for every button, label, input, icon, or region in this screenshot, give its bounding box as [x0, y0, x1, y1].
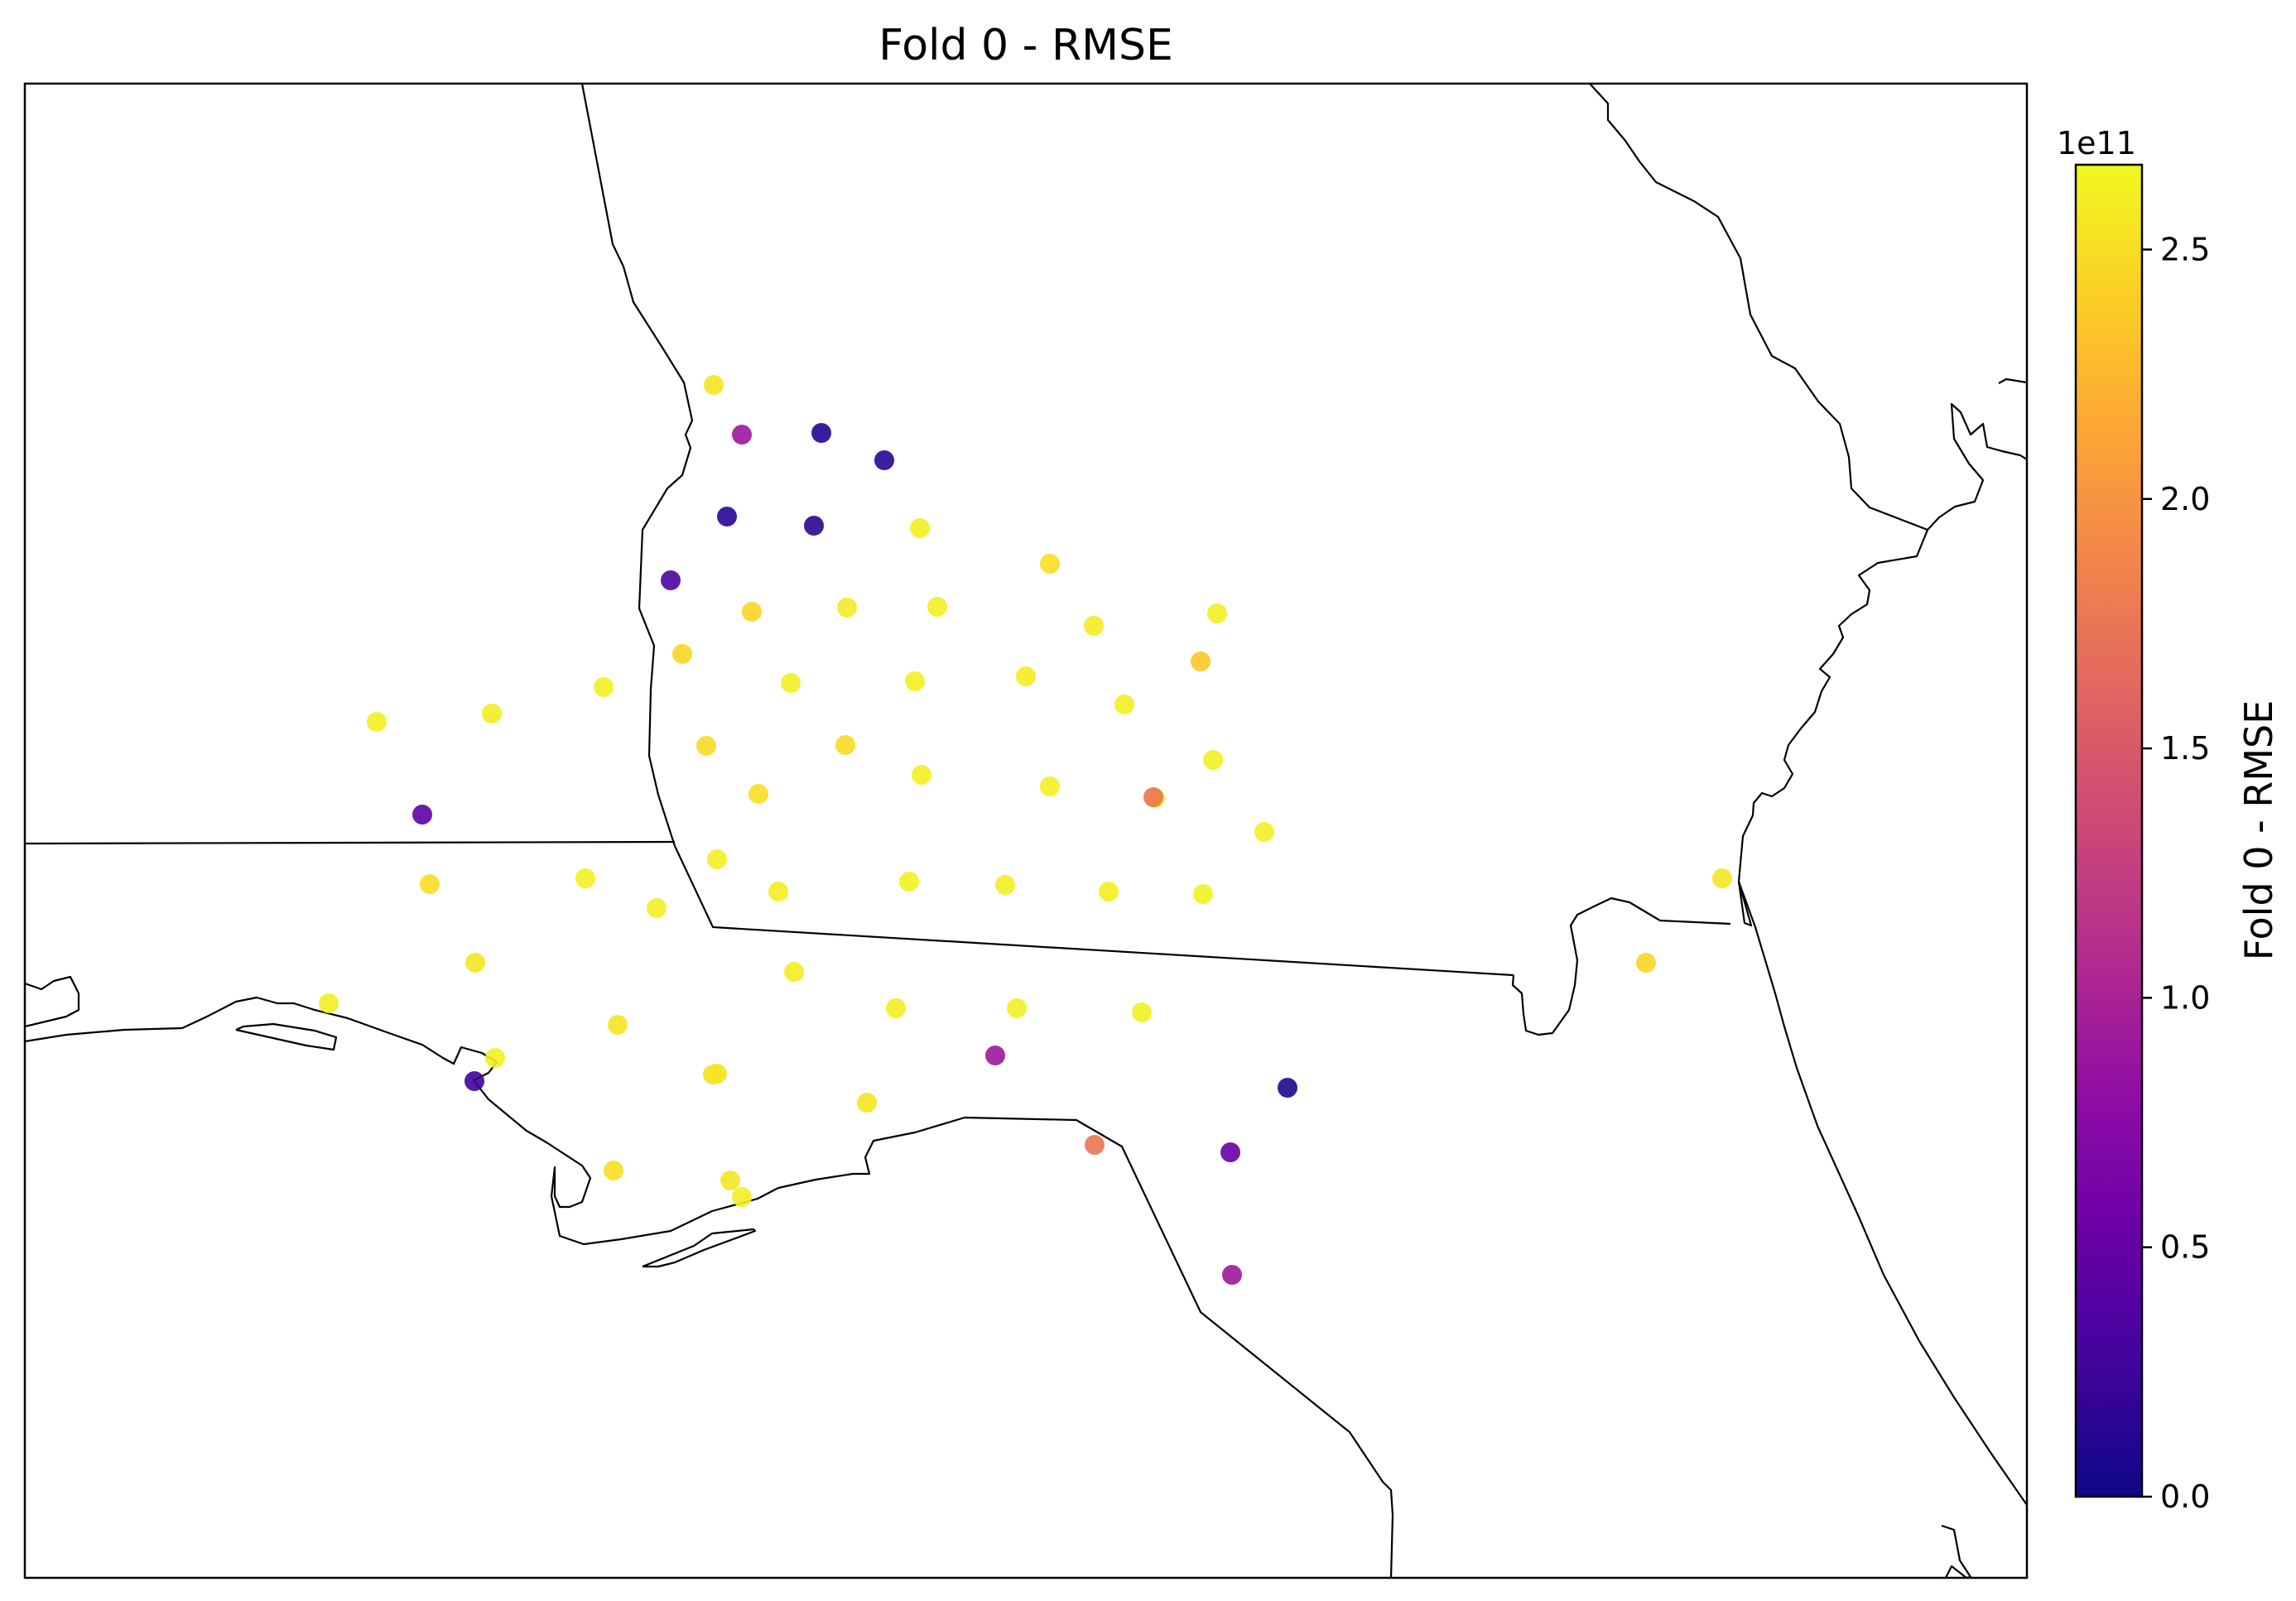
- gulf-coastline: [1511, 897, 1731, 1036]
- station-marker: [717, 507, 737, 526]
- colorbar-tick-label: 1.5: [2160, 730, 2210, 767]
- station-marker: [412, 805, 432, 825]
- station-markers: [319, 375, 1732, 1285]
- station-marker: [899, 872, 919, 892]
- station-marker: [804, 516, 824, 536]
- station-marker: [482, 704, 502, 724]
- station-marker: [1222, 1265, 1242, 1285]
- gulf-coastline: [25, 996, 1394, 1578]
- station-marker: [995, 875, 1015, 895]
- station-marker: [874, 450, 894, 470]
- station-marker: [732, 1187, 752, 1207]
- station-marker: [704, 375, 724, 395]
- station-marker: [857, 1093, 877, 1113]
- colorbar-gradient: [2074, 163, 2144, 1498]
- station-marker: [707, 849, 727, 869]
- colorbar-ticks: 0.0 0.5 1.0 1.5 2.0 2.5: [2142, 231, 2210, 1515]
- gulf-coastline: [642, 1228, 757, 1268]
- station-marker: [1085, 1135, 1105, 1155]
- station-marker: [465, 953, 485, 973]
- station-marker: [319, 993, 339, 1013]
- station-marker: [604, 1161, 623, 1180]
- station-marker: [647, 898, 667, 918]
- station-marker: [985, 1046, 1005, 1065]
- station-marker: [1084, 616, 1104, 636]
- station-marker: [1016, 666, 1036, 686]
- station-marker: [1040, 554, 1060, 574]
- station-marker: [912, 765, 931, 785]
- station-marker: [910, 518, 930, 538]
- station-marker: [748, 784, 768, 804]
- map-frame: [23, 82, 2029, 1579]
- atlantic-coastline: [1589, 84, 2027, 531]
- station-marker: [1220, 1142, 1240, 1162]
- station-marker: [1207, 603, 1227, 623]
- station-marker: [1712, 868, 1732, 888]
- colorbar-tick-label: 2.0: [2160, 481, 2210, 517]
- station-marker: [661, 570, 681, 590]
- station-marker: [1099, 882, 1119, 901]
- station-marker: [1636, 953, 1656, 973]
- station-marker: [1040, 776, 1060, 796]
- station-marker: [575, 868, 595, 888]
- station-marker: [1278, 1078, 1297, 1098]
- station-marker: [707, 1064, 727, 1084]
- atlantic-coastline: [1998, 377, 2027, 384]
- station-marker: [1007, 998, 1027, 1018]
- station-marker: [927, 597, 947, 617]
- station-marker: [1114, 695, 1134, 714]
- state-border-line: [580, 84, 1514, 977]
- station-marker: [768, 882, 788, 901]
- state-border-line: [25, 840, 676, 845]
- station-marker: [905, 671, 925, 691]
- atlantic-coastline: [1737, 529, 2027, 1506]
- station-marker: [1143, 787, 1163, 807]
- station-marker: [720, 1171, 740, 1190]
- station-marker: [420, 874, 440, 894]
- station-marker: [781, 673, 801, 693]
- colorbar-tick-label: 0.5: [2160, 1229, 2210, 1266]
- station-marker: [835, 735, 855, 755]
- colorbar-tick-label: 1.0: [2160, 979, 2210, 1016]
- colorbar-tick-label: 2.5: [2160, 231, 2210, 267]
- colorbar-label: Fold 0 - RMSE: [2236, 700, 2281, 961]
- station-marker: [608, 1015, 628, 1035]
- station-marker: [464, 1071, 484, 1091]
- station-marker: [837, 598, 857, 618]
- basemap-lines: [25, 84, 2027, 1578]
- gulf-coastline: [235, 1022, 338, 1051]
- chart-title: Fold 0 - RMSE: [878, 21, 1173, 70]
- colorbar: 1e11 0.0 0.5 1.0 1.5 2.0 2.5 Fold 0 - RMSE: [2057, 125, 2281, 1515]
- station-marker: [886, 998, 906, 1018]
- station-marker: [1193, 884, 1213, 904]
- station-marker: [742, 602, 762, 622]
- station-marker: [367, 712, 387, 732]
- station-marker: [672, 644, 692, 664]
- station-marker: [594, 677, 614, 697]
- gulf-coastline: [1737, 881, 1753, 927]
- station-marker: [784, 962, 804, 982]
- station-marker: [1132, 1002, 1152, 1022]
- station-marker: [696, 736, 716, 756]
- station-marker: [1203, 750, 1223, 770]
- colorbar-tick-label: 0.0: [2160, 1478, 2210, 1515]
- gulf-coastline: [25, 975, 80, 1028]
- station-marker: [485, 1048, 505, 1068]
- colorbar-offset-text: 1e11: [2057, 125, 2136, 161]
- station-marker: [1254, 822, 1274, 842]
- station-marker: [811, 423, 831, 443]
- station-marker: [732, 425, 752, 445]
- station-marker: [1191, 651, 1211, 671]
